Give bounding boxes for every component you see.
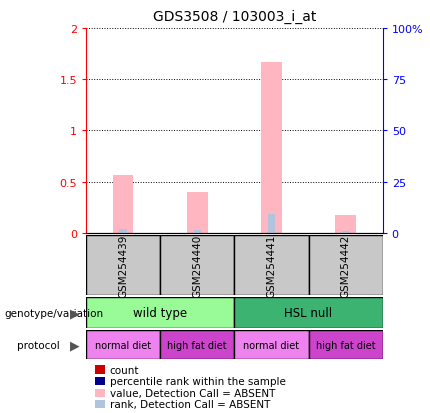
Bar bbox=[194, 230, 201, 233]
Bar bbox=[234, 297, 383, 328]
Bar bbox=[335, 216, 356, 233]
Text: GSM254442: GSM254442 bbox=[341, 234, 350, 297]
Bar bbox=[113, 175, 133, 233]
Text: GSM254441: GSM254441 bbox=[267, 234, 276, 297]
Text: percentile rank within the sample: percentile rank within the sample bbox=[110, 376, 286, 386]
Text: normal diet: normal diet bbox=[243, 340, 300, 350]
Text: rank, Detection Call = ABSENT: rank, Detection Call = ABSENT bbox=[110, 399, 270, 409]
Text: wild type: wild type bbox=[133, 306, 187, 319]
Text: GSM254440: GSM254440 bbox=[192, 234, 202, 297]
Title: GDS3508 / 103003_i_at: GDS3508 / 103003_i_at bbox=[153, 9, 316, 24]
Bar bbox=[86, 297, 234, 328]
Text: protocol: protocol bbox=[17, 340, 60, 350]
Bar bbox=[308, 235, 383, 295]
Bar bbox=[261, 63, 282, 233]
Text: genotype/variation: genotype/variation bbox=[4, 308, 104, 318]
Bar bbox=[234, 235, 308, 295]
Bar bbox=[187, 192, 208, 233]
Bar bbox=[160, 330, 234, 359]
Bar bbox=[308, 330, 383, 359]
Text: high fat diet: high fat diet bbox=[167, 340, 227, 350]
Text: value, Detection Call = ABSENT: value, Detection Call = ABSENT bbox=[110, 388, 275, 398]
Text: high fat diet: high fat diet bbox=[316, 340, 375, 350]
Text: GSM254439: GSM254439 bbox=[118, 234, 128, 297]
Bar bbox=[86, 330, 160, 359]
Bar bbox=[120, 229, 127, 233]
Text: HSL null: HSL null bbox=[285, 306, 332, 319]
Bar bbox=[342, 231, 349, 233]
Bar bbox=[160, 235, 234, 295]
Bar bbox=[86, 235, 160, 295]
Text: ▶: ▶ bbox=[71, 306, 80, 320]
Text: ▶: ▶ bbox=[71, 338, 80, 351]
Bar bbox=[268, 215, 275, 233]
Text: count: count bbox=[110, 365, 139, 375]
Bar bbox=[234, 330, 308, 359]
Text: normal diet: normal diet bbox=[95, 340, 151, 350]
